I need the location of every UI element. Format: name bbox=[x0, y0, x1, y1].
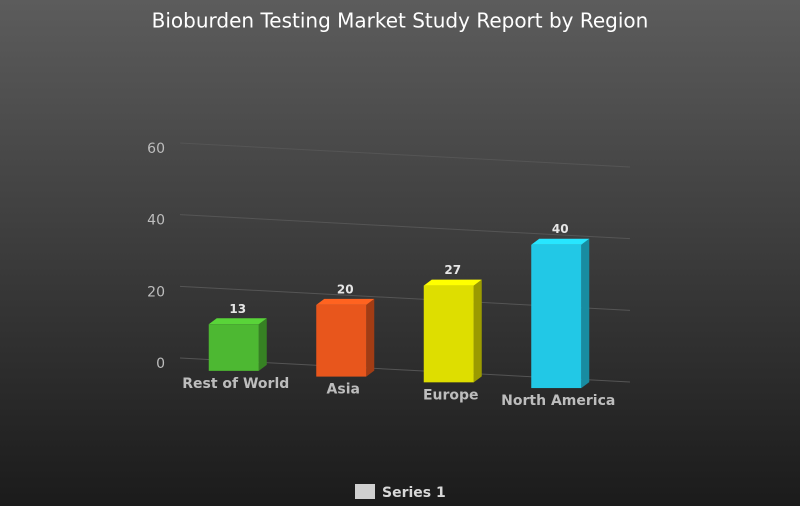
bar bbox=[423, 285, 474, 383]
bar-top bbox=[316, 298, 375, 305]
chart-title: Bioburden Testing Market Study Report by… bbox=[152, 9, 649, 33]
y-tick-label: 20 bbox=[147, 284, 165, 300]
bar bbox=[208, 324, 259, 371]
bar-side bbox=[473, 279, 482, 383]
bar-side bbox=[366, 298, 375, 377]
x-tick-label: North America bbox=[501, 393, 615, 409]
value-label: 27 bbox=[444, 263, 461, 277]
value-label: 20 bbox=[337, 282, 354, 296]
x-tick-label: Europe bbox=[423, 387, 479, 403]
bar-side bbox=[581, 238, 590, 389]
y-tick-label: 40 bbox=[147, 213, 165, 229]
value-label: 13 bbox=[229, 302, 246, 316]
bar bbox=[531, 244, 582, 389]
legend-swatch bbox=[355, 484, 375, 499]
bar-top bbox=[531, 238, 590, 245]
y-tick-label: 0 bbox=[156, 356, 165, 372]
x-tick-label: Asia bbox=[327, 382, 360, 398]
bar bbox=[316, 304, 367, 377]
grid-line bbox=[179, 214, 631, 240]
value-label: 40 bbox=[552, 222, 569, 236]
legend-label: Series 1 bbox=[382, 485, 446, 501]
bar-top bbox=[423, 279, 482, 286]
y-tick-label: 60 bbox=[147, 141, 165, 157]
grid-line bbox=[179, 142, 631, 168]
bar-top bbox=[208, 318, 267, 325]
bar-side bbox=[258, 318, 267, 371]
x-tick-label: Rest of World bbox=[182, 376, 289, 392]
